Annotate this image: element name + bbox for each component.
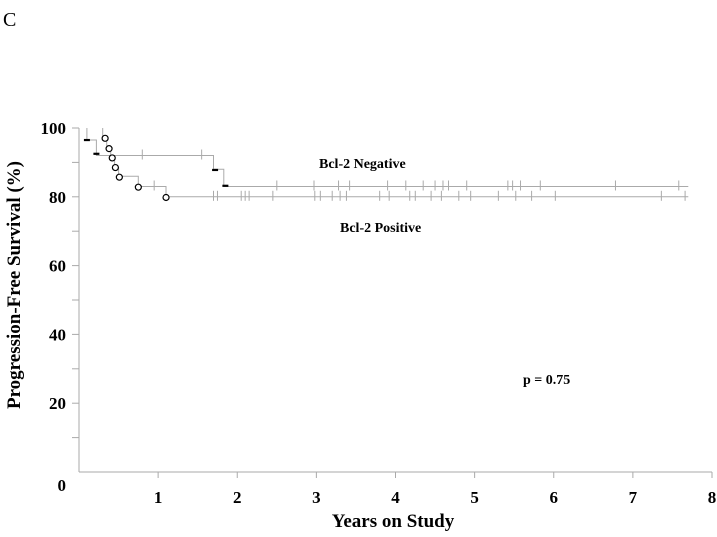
event-marker-positive bbox=[134, 183, 142, 191]
event-marker-positive bbox=[115, 173, 123, 181]
y-tick-marks bbox=[72, 127, 79, 439]
event-marker-positive bbox=[108, 154, 116, 162]
x-tick-label: 7 bbox=[629, 488, 638, 507]
y-tick-label: 80 bbox=[49, 188, 66, 207]
y-tick-label: 100 bbox=[41, 119, 67, 138]
x-tick-label: 2 bbox=[233, 488, 242, 507]
x-tick-marks bbox=[157, 472, 713, 478]
event-marker-positive bbox=[101, 134, 109, 142]
x-tick-label: 1 bbox=[154, 488, 163, 507]
origin-label: 0 bbox=[58, 476, 67, 495]
event-marker-positive bbox=[111, 163, 119, 172]
y-tick-labels: 20 40 60 80 100 bbox=[41, 119, 67, 413]
x-tick-label: 4 bbox=[391, 488, 400, 507]
y-tick-label: 60 bbox=[49, 257, 66, 276]
x-tick-label: 5 bbox=[470, 488, 479, 507]
event-marker-positive bbox=[105, 145, 113, 153]
panel-label: C bbox=[3, 9, 16, 31]
y-tick-label: 40 bbox=[49, 325, 66, 344]
x-tick-labels: 1 2 3 4 5 6 7 8 bbox=[154, 488, 716, 507]
x-tick-label: 6 bbox=[550, 488, 559, 507]
x-axis-title: Years on Study bbox=[332, 511, 455, 532]
y-axis-title: Progression-Free Survival (%) bbox=[4, 161, 25, 409]
x-tick-label: 8 bbox=[708, 488, 717, 507]
series-line-negative bbox=[86, 128, 689, 187]
series-group bbox=[83, 128, 689, 202]
x-tick-label: 3 bbox=[312, 488, 321, 507]
event-marker-positive bbox=[162, 193, 170, 202]
p-value-annotation: p = 0.75 bbox=[523, 373, 570, 388]
y-tick-label: 20 bbox=[49, 394, 66, 413]
series-label-negative: Bcl-2 Negative bbox=[319, 157, 406, 172]
series-label-positive: Bcl-2 Positive bbox=[340, 221, 421, 236]
